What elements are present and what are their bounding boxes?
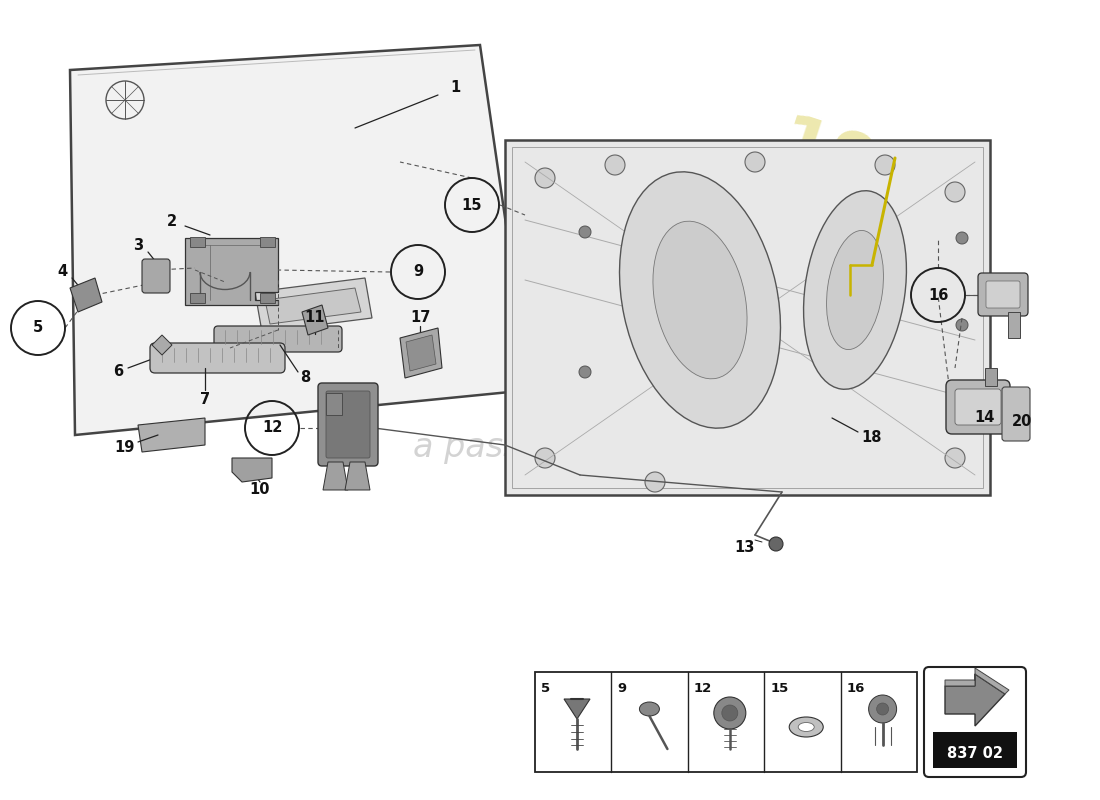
Bar	[260, 293, 275, 303]
Text: 5: 5	[33, 321, 43, 335]
Text: 9: 9	[412, 265, 424, 279]
Polygon shape	[564, 699, 590, 719]
Polygon shape	[302, 305, 328, 335]
Circle shape	[722, 705, 738, 721]
Circle shape	[945, 182, 965, 202]
FancyBboxPatch shape	[1002, 387, 1030, 441]
Ellipse shape	[804, 190, 906, 390]
FancyBboxPatch shape	[986, 281, 1020, 308]
Circle shape	[945, 448, 965, 468]
FancyBboxPatch shape	[326, 391, 370, 458]
Circle shape	[535, 168, 556, 188]
Text: 16: 16	[847, 682, 865, 694]
FancyBboxPatch shape	[150, 343, 285, 373]
Polygon shape	[70, 278, 102, 312]
Text: 4: 4	[57, 265, 67, 279]
Text: 12: 12	[694, 682, 712, 694]
Text: 12: 12	[262, 421, 283, 435]
Text: 17: 17	[410, 310, 430, 326]
Circle shape	[874, 155, 895, 175]
Text: 837 02: 837 02	[947, 746, 1003, 761]
Polygon shape	[323, 462, 348, 490]
FancyBboxPatch shape	[978, 273, 1028, 316]
Circle shape	[956, 319, 968, 331]
Polygon shape	[400, 328, 442, 378]
Polygon shape	[232, 458, 272, 482]
Text: 15: 15	[462, 198, 482, 213]
FancyBboxPatch shape	[214, 326, 342, 352]
Text: 6: 6	[113, 365, 123, 379]
Ellipse shape	[639, 702, 659, 716]
Polygon shape	[945, 674, 1005, 726]
Ellipse shape	[619, 172, 781, 428]
Circle shape	[714, 697, 746, 729]
Circle shape	[605, 155, 625, 175]
Text: 19: 19	[114, 441, 135, 455]
Text: 20: 20	[1012, 414, 1032, 430]
Polygon shape	[152, 335, 172, 355]
Circle shape	[745, 152, 764, 172]
FancyBboxPatch shape	[142, 259, 170, 293]
FancyBboxPatch shape	[955, 389, 1001, 425]
Text: 5: 5	[541, 682, 550, 694]
Text: 1985: 1985	[769, 111, 981, 239]
Circle shape	[877, 703, 889, 715]
Text: 2: 2	[167, 214, 177, 230]
Bar	[260, 237, 275, 247]
Text: eurospares: eurospares	[264, 297, 896, 394]
Polygon shape	[406, 335, 436, 371]
Circle shape	[535, 448, 556, 468]
Polygon shape	[70, 45, 530, 435]
Polygon shape	[265, 288, 361, 324]
Text: 8: 8	[300, 370, 310, 386]
Bar	[190, 293, 205, 303]
Text: 9: 9	[617, 682, 627, 694]
Text: 16: 16	[927, 287, 948, 302]
Text: 14: 14	[975, 410, 996, 426]
Ellipse shape	[826, 230, 883, 350]
Circle shape	[956, 232, 968, 244]
Bar	[1008, 312, 1020, 338]
Ellipse shape	[653, 221, 747, 379]
Text: 3: 3	[133, 238, 143, 253]
Bar	[984, 368, 997, 386]
Bar	[505, 140, 990, 495]
Bar	[512, 147, 983, 488]
Polygon shape	[255, 278, 372, 332]
Polygon shape	[345, 462, 370, 490]
Text: 15: 15	[770, 682, 789, 694]
Circle shape	[579, 226, 591, 238]
Circle shape	[579, 366, 591, 378]
Polygon shape	[945, 668, 1009, 694]
Ellipse shape	[789, 717, 823, 737]
Bar	[326, 393, 342, 415]
Polygon shape	[138, 418, 205, 452]
FancyBboxPatch shape	[924, 667, 1026, 777]
Bar	[535, 672, 917, 772]
FancyBboxPatch shape	[318, 383, 378, 466]
FancyBboxPatch shape	[946, 380, 1010, 434]
Text: 13: 13	[735, 541, 756, 555]
Text: a passion for: a passion for	[412, 431, 627, 465]
Text: 10: 10	[250, 482, 271, 498]
Text: 11: 11	[305, 310, 326, 326]
Circle shape	[869, 695, 896, 723]
Circle shape	[769, 537, 783, 551]
Bar	[933, 732, 1018, 768]
Circle shape	[645, 472, 665, 492]
Ellipse shape	[799, 722, 814, 731]
Text: 18: 18	[861, 430, 882, 446]
Bar	[190, 237, 205, 247]
Text: 7: 7	[200, 393, 210, 407]
Text: 1: 1	[450, 81, 460, 95]
Polygon shape	[185, 238, 278, 305]
